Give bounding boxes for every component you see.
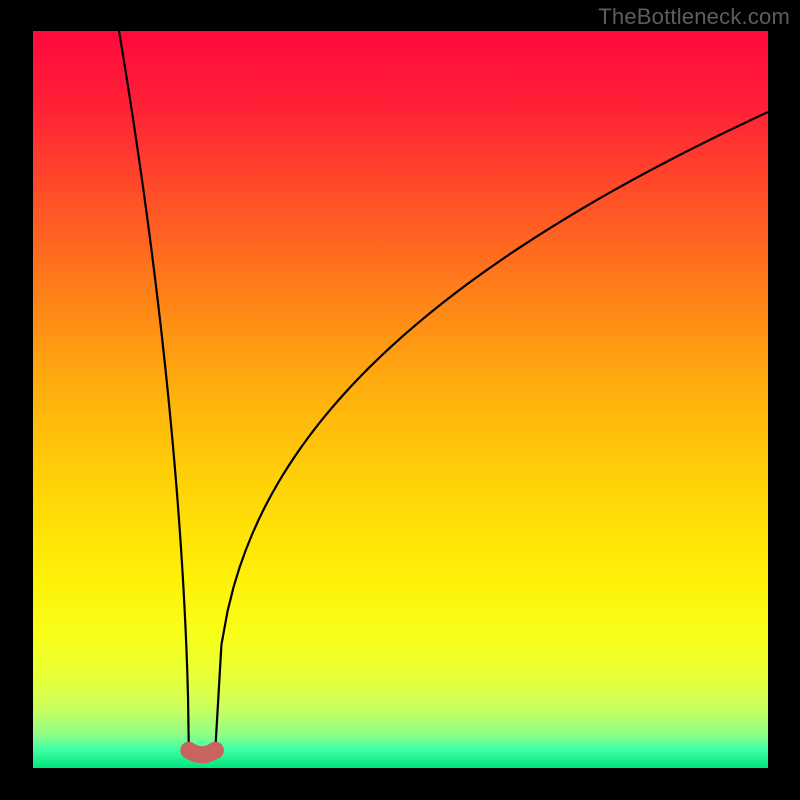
gradient-background xyxy=(33,31,768,768)
valley-marker-1 xyxy=(207,742,224,759)
watermark-text: TheBottleneck.com xyxy=(598,4,790,30)
bottleneck-chart xyxy=(0,0,800,800)
chart-container: TheBottleneck.com xyxy=(0,0,800,800)
valley-marker-0 xyxy=(180,742,197,759)
